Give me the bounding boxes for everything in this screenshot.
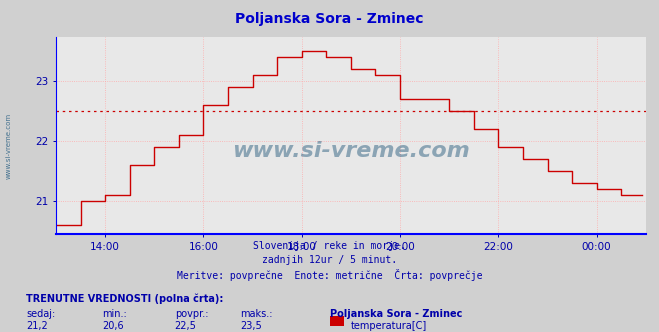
Text: maks.:: maks.: <box>241 309 273 319</box>
Text: zadnjih 12ur / 5 minut.: zadnjih 12ur / 5 minut. <box>262 255 397 265</box>
Text: 21,2: 21,2 <box>26 321 48 331</box>
Text: Slovenija / reke in morje.: Slovenija / reke in morje. <box>253 241 406 251</box>
Text: temperatura[C]: temperatura[C] <box>351 321 428 331</box>
Text: www.si-vreme.com: www.si-vreme.com <box>5 113 11 179</box>
Text: 23,5: 23,5 <box>241 321 262 331</box>
Text: Poljanska Sora - Zminec: Poljanska Sora - Zminec <box>330 309 462 319</box>
Text: povpr.:: povpr.: <box>175 309 208 319</box>
Text: sedaj:: sedaj: <box>26 309 55 319</box>
Text: TRENUTNE VREDNOSTI (polna črta):: TRENUTNE VREDNOSTI (polna črta): <box>26 294 224 304</box>
Text: Meritve: povprečne  Enote: metrične  Črta: povprečje: Meritve: povprečne Enote: metrične Črta:… <box>177 269 482 281</box>
Text: 20,6: 20,6 <box>102 321 124 331</box>
Text: Poljanska Sora - Zminec: Poljanska Sora - Zminec <box>235 12 424 26</box>
Text: min.:: min.: <box>102 309 127 319</box>
Text: 22,5: 22,5 <box>175 321 196 331</box>
Text: www.si-vreme.com: www.si-vreme.com <box>232 141 470 161</box>
